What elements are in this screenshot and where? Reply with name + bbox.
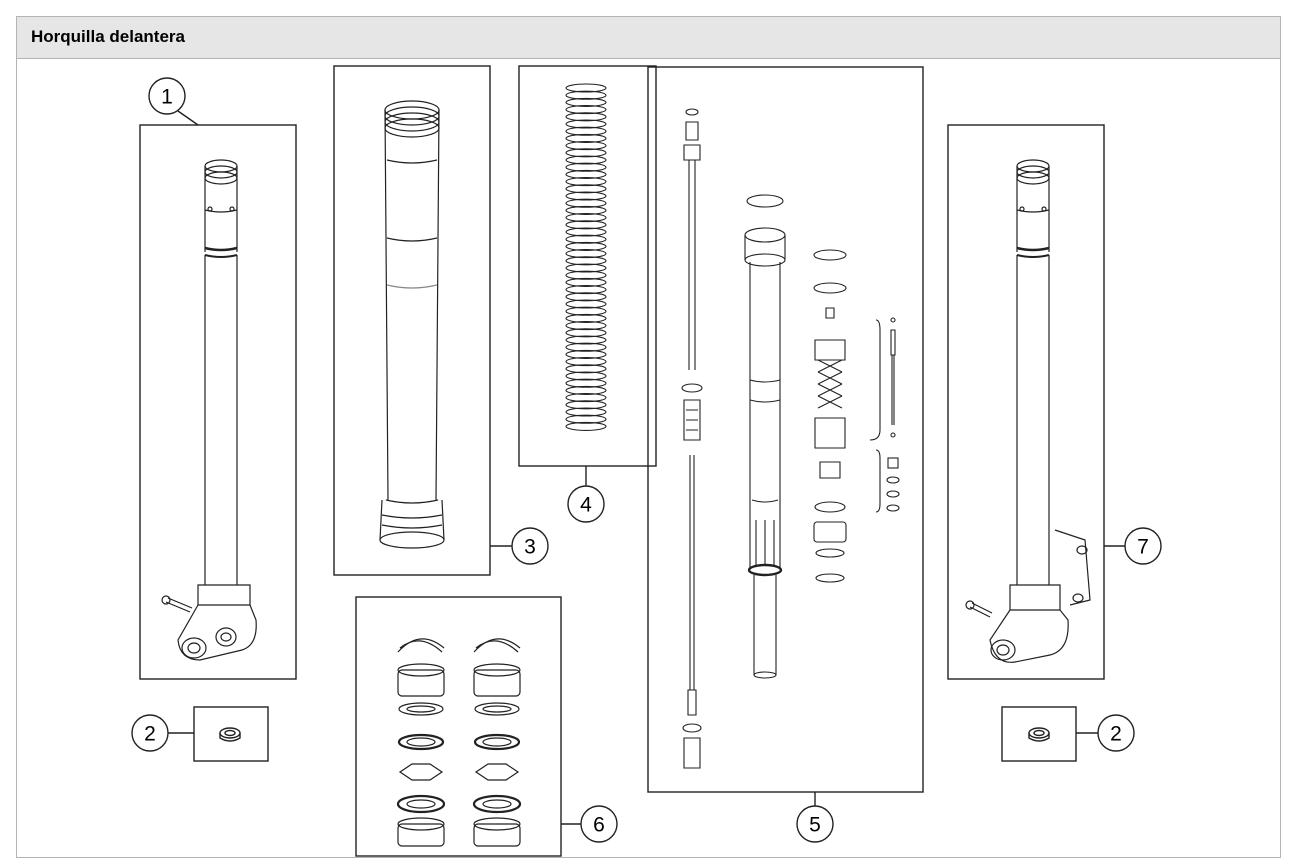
spring-coil [565,133,607,143]
spring-coil [565,184,607,194]
inner-tube-drawing [379,100,445,549]
spring-coil [565,299,607,309]
callout-label-4: 4 [580,494,592,517]
spring-coil [565,191,607,201]
spring-coil [565,126,607,136]
spring-coil [565,97,607,107]
callout-label-5: 5 [809,814,821,837]
cap-nut-left-drawing [219,727,241,742]
spring-coil [565,119,607,129]
panel-7-box [947,124,1105,680]
spring-coil [565,220,607,230]
spring-coil [565,90,607,100]
callout-label-2-left: 2 [144,723,156,746]
panel-2-left-box [193,706,269,762]
spring-coil [565,256,607,266]
spring-coil [565,306,607,316]
spring-coil [565,335,607,345]
spring-coil [565,105,607,115]
callout-label-6: 6 [593,814,605,837]
spring-coil [565,169,607,179]
spring-coil [565,407,607,417]
page-title: Horquilla delantera [31,27,185,46]
panel-3-box [333,65,491,576]
fork-leg-left-drawing [161,159,257,661]
header-bar: Horquilla delantera [17,17,1280,59]
callout-label-3: 3 [524,536,536,559]
callout-label-2-right: 2 [1110,723,1122,746]
callout-label-7: 7 [1137,536,1149,559]
spring-coil [565,148,607,158]
callout-label-1: 1 [161,86,173,109]
spring-coil [565,112,607,122]
spring-coil [565,321,607,331]
panel-2-right-box [1001,706,1077,762]
callout-circle-1 [148,77,186,115]
spring-coil [565,378,607,388]
cap-nut-right-drawing [1028,727,1050,742]
spring-coil [565,328,607,338]
seals-bushings-drawing [396,638,522,847]
spring-coil [565,227,607,237]
spring-coil [565,285,607,295]
spring-coil [565,83,607,93]
spring-coil [565,162,607,172]
spring-coil [565,313,607,323]
spring-coil [565,263,607,273]
callout-leader-1 [177,110,199,126]
panel-6-box [355,596,562,857]
spring-coil [565,357,607,367]
spring-coil [565,421,607,431]
spring-coil [565,349,607,359]
cartridge-drawing [681,108,900,769]
panel-4-box [518,65,657,467]
spring-coil [565,292,607,302]
spring-coil [565,393,607,403]
panel-5-box [647,66,924,793]
spring-coil [565,205,607,215]
spring-drawing [565,83,607,431]
spring-coil [565,177,607,187]
spring-coil [565,400,607,410]
spring-coil [565,155,607,165]
spring-coil [565,364,607,374]
spring-coil [565,270,607,280]
spring-coil [565,241,607,251]
spring-coil [565,371,607,381]
spring-coil [565,342,607,352]
spring-coil [565,414,607,424]
panel-1-box [139,124,297,680]
spring-coil [565,213,607,223]
spring-coil [565,249,607,259]
spring-coil [565,385,607,395]
spring-coil [565,234,607,244]
spring-coil [565,277,607,287]
spring-coil [565,198,607,208]
fork-leg-right-drawing [965,159,1091,663]
spring-coil [565,141,607,151]
